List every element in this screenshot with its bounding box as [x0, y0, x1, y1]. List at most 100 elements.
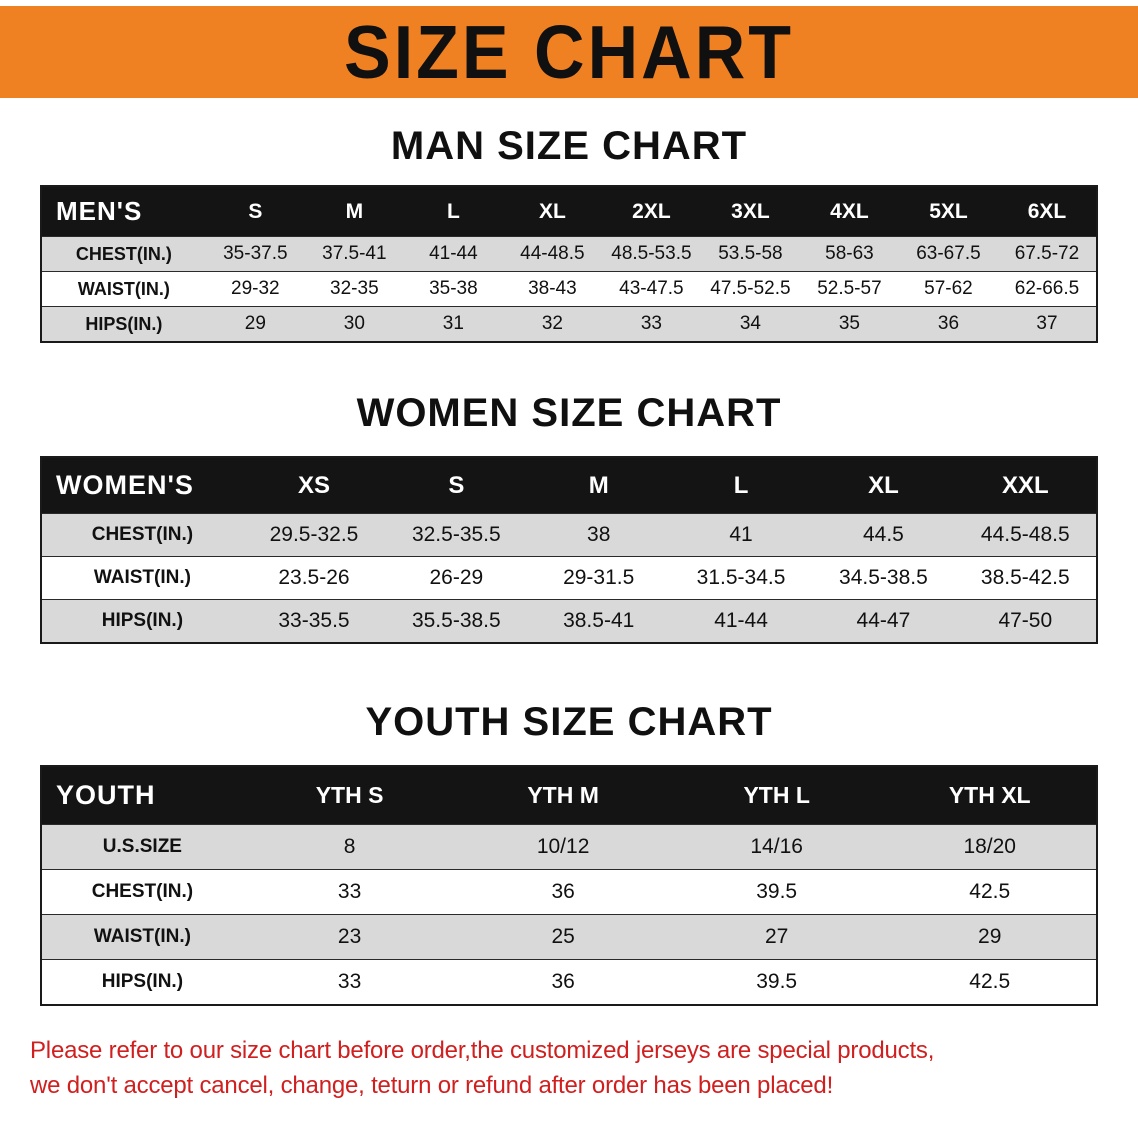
value-cell: 53.5-58: [700, 236, 800, 272]
value-cell: 43-47.5: [601, 271, 701, 307]
page-title: SIZE CHART: [344, 9, 794, 95]
table-row: HIPS(IN.) 33 36 39.5 42.5: [41, 959, 1097, 1005]
size-column-header: L: [403, 186, 503, 237]
value-cell: 26-29: [385, 556, 528, 600]
value-cell: 29-31.5: [527, 556, 670, 600]
table-row: CHEST(IN.) 35-37.5 37.5-41 41-44 44-48.5 48.5…: [41, 236, 1097, 272]
value-cell: 57-62: [898, 271, 998, 307]
value-cell: 29-32: [205, 271, 305, 307]
value-cell: 62-66.5: [997, 271, 1097, 307]
size-column-header: XL: [502, 186, 602, 237]
value-cell: 42.5: [883, 959, 1097, 1005]
value-cell: 44-48.5: [502, 236, 602, 272]
value-cell: 35-37.5: [205, 236, 305, 272]
table-row: CHEST(IN.) 29.5-32.5 32.5-35.5 38 41 44.5 44.5…: [41, 513, 1097, 557]
value-cell: 38: [527, 513, 670, 557]
size-column-header: 6XL: [997, 186, 1097, 237]
men-size-section: MAN SIZE CHART MEN'S S M L XL 2XL 3XL 4XL 5XL 6XL…: [0, 124, 1138, 343]
youth-size-section: YOUTH SIZE CHART YOUTH YTH S YTH M YTH L YTH…: [0, 700, 1138, 1006]
value-cell: 33: [242, 869, 457, 915]
size-column-header: M: [527, 457, 670, 514]
value-cell: 29: [205, 306, 305, 342]
disclaimer-line-2: we don't accept cancel, change, teturn o…: [30, 1071, 834, 1099]
value-cell: 39.5: [669, 869, 884, 915]
value-cell: 52.5-57: [799, 271, 899, 307]
value-cell: 39.5: [669, 959, 884, 1005]
value-cell: 33: [242, 959, 457, 1005]
size-column-header: 2XL: [601, 186, 701, 237]
row-label-cell: WAIST(IN.): [41, 914, 243, 960]
size-column-header: M: [304, 186, 404, 237]
table-row: WAIST(IN.) 23.5-26 26-29 29-31.5 31.5-34.5 34…: [41, 556, 1097, 600]
value-cell: 36: [456, 869, 670, 915]
value-cell: 32.5-35.5: [385, 513, 528, 557]
value-cell: 44-47: [812, 599, 955, 643]
value-cell: 33-35.5: [242, 599, 386, 643]
table-row: CHEST(IN.) 33 36 39.5 42.5: [41, 869, 1097, 915]
size-column-header: XXL: [954, 457, 1097, 514]
size-column-header: S: [205, 186, 305, 237]
table-row: WAIST(IN.) 29-32 32-35 35-38 38-43 43-47.5 47.…: [41, 271, 1097, 307]
table-title-cell: WOMEN'S: [41, 457, 243, 514]
value-cell: 38.5-41: [527, 599, 670, 643]
table-header-row: YOUTH YTH S YTH M YTH L YTH XL: [41, 766, 1097, 825]
size-column-header: 5XL: [898, 186, 998, 237]
table-title-cell: MEN'S: [41, 186, 206, 237]
value-cell: 34.5-38.5: [812, 556, 955, 600]
size-column-header: YTH L: [669, 766, 884, 825]
size-column-header: S: [385, 457, 528, 514]
youth-size-table: YOUTH YTH S YTH M YTH L YTH XL U.S.SIZE 8 10/12…: [40, 765, 1098, 1006]
value-cell: 23.5-26: [242, 556, 386, 600]
table-row: U.S.SIZE 8 10/12 14/16 18/20: [41, 824, 1097, 870]
value-cell: 35: [799, 306, 899, 342]
value-cell: 36: [898, 306, 998, 342]
value-cell: 41: [669, 513, 813, 557]
women-size-section: WOMEN SIZE CHART WOMEN'S XS S M L XL XXL CHEST(…: [0, 391, 1138, 644]
women-size-table: WOMEN'S XS S M L XL XXL CHEST(IN.) 29.5-32.5 32.5…: [40, 456, 1098, 644]
value-cell: 67.5-72: [997, 236, 1097, 272]
row-label-cell: HIPS(IN.): [41, 959, 243, 1005]
value-cell: 32: [502, 306, 602, 342]
value-cell: 30: [304, 306, 404, 342]
value-cell: 23: [242, 914, 457, 960]
value-cell: 31: [403, 306, 503, 342]
value-cell: 42.5: [883, 869, 1097, 915]
size-chart-banner: SIZE CHART: [0, 6, 1138, 98]
table-row: WAIST(IN.) 23 25 27 29: [41, 914, 1097, 960]
row-label-cell: WAIST(IN.): [41, 271, 206, 307]
value-cell: 33: [601, 306, 701, 342]
row-label-cell: CHEST(IN.): [41, 513, 243, 557]
value-cell: 38.5-42.5: [954, 556, 1097, 600]
value-cell: 31.5-34.5: [669, 556, 813, 600]
value-cell: 47-50: [954, 599, 1097, 643]
value-cell: 41-44: [403, 236, 503, 272]
row-label-cell: CHEST(IN.): [41, 236, 206, 272]
size-column-header: L: [669, 457, 813, 514]
men-section-heading: MAN SIZE CHART: [390, 124, 748, 168]
size-column-header: 4XL: [799, 186, 899, 237]
value-cell: 38-43: [502, 271, 602, 307]
value-cell: 25: [456, 914, 670, 960]
disclaimer: Please refer to our size chart before or…: [30, 1034, 1108, 1104]
value-cell: 41-44: [669, 599, 813, 643]
value-cell: 29.5-32.5: [242, 513, 386, 557]
value-cell: 48.5-53.5: [601, 236, 701, 272]
value-cell: 34: [700, 306, 800, 342]
table-header-row: WOMEN'S XS S M L XL XXL: [41, 457, 1097, 514]
size-column-header: YTH XL: [883, 766, 1097, 825]
value-cell: 18/20: [883, 824, 1097, 870]
size-column-header: YTH M: [456, 766, 670, 825]
row-label-cell: HIPS(IN.): [41, 599, 243, 643]
table-row: HIPS(IN.) 33-35.5 35.5-38.5 38.5-41 41-44 44-…: [41, 599, 1097, 643]
value-cell: 35-38: [403, 271, 503, 307]
size-column-header: 3XL: [700, 186, 800, 237]
value-cell: 44.5-48.5: [954, 513, 1097, 557]
value-cell: 27: [669, 914, 884, 960]
women-section-heading: WOMEN SIZE CHART: [356, 391, 782, 435]
disclaimer-line-1: Please refer to our size chart before or…: [30, 1037, 935, 1064]
value-cell: 32-35: [304, 271, 404, 307]
value-cell: 36: [456, 959, 670, 1005]
value-cell: 47.5-52.5: [700, 271, 800, 307]
table-header-row: MEN'S S M L XL 2XL 3XL 4XL 5XL 6XL: [41, 186, 1097, 237]
value-cell: 14/16: [669, 824, 884, 870]
